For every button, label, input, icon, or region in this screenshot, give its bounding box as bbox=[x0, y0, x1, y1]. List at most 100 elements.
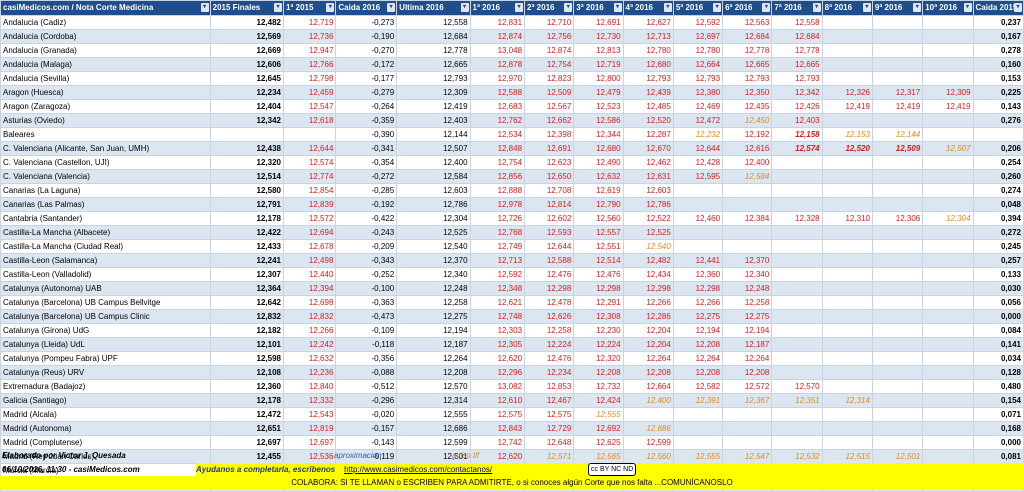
table-row: Madrid (Alcala) 12,472 12,543 -0,020 12,555 1… bbox=[0, 407, 1024, 422]
contact-link[interactable]: http://www.casimedicos.com/contactanos/ bbox=[344, 465, 493, 474]
cell-10-2016 bbox=[922, 169, 974, 184]
cell-10-2016 bbox=[922, 337, 974, 352]
cell-2015-finales: 12,241 bbox=[209, 253, 284, 268]
cell-2015-finales: 12,482 bbox=[209, 15, 284, 30]
cell-8-2016 bbox=[821, 71, 873, 86]
cell-7-2016: 12,778 bbox=[771, 43, 823, 58]
cell-1-2016: 12,848 bbox=[469, 141, 526, 156]
cell-4-2016: 12,670 bbox=[622, 141, 674, 156]
cell-caida-2015: 0,245 bbox=[972, 239, 1024, 254]
cell-ultima-2016: 12,340 bbox=[396, 267, 471, 282]
cell-4-2016: 12,482 bbox=[622, 253, 674, 268]
filter-dropdown-icon[interactable]: ▾ bbox=[326, 3, 335, 12]
cell-1-2015: 12,694 bbox=[282, 225, 337, 240]
filter-dropdown-icon[interactable]: ▾ bbox=[963, 3, 972, 12]
table-row: C. Valenciana (Alicante, San Juan, UMH) 1… bbox=[0, 141, 1024, 156]
cell-9-2016 bbox=[871, 43, 924, 58]
filter-dropdown-icon[interactable]: ▾ bbox=[564, 3, 573, 12]
cell-9-2016 bbox=[871, 421, 924, 436]
cell-1-2016: 12,831 bbox=[469, 15, 526, 30]
university-name: Andalucia (Malaga) bbox=[0, 57, 211, 72]
cell-8-2016: 12,520 bbox=[821, 141, 873, 156]
cell-3-2016: 12,790 bbox=[573, 197, 624, 212]
cell-10-2016 bbox=[922, 295, 974, 310]
cell-10-2016 bbox=[922, 253, 974, 268]
cell-1-2015: 12,618 bbox=[282, 113, 337, 128]
cell-6-2016: 12,778 bbox=[722, 43, 773, 58]
cell-5-2016: 12,266 bbox=[672, 295, 724, 310]
filter-dropdown-icon[interactable]: ▾ bbox=[460, 3, 469, 12]
cell-1-2016: 12,575 bbox=[469, 407, 526, 422]
cell-5-2016: 12,582 bbox=[672, 379, 724, 394]
cell-3-2016: 12,308 bbox=[573, 309, 624, 324]
table-row: Andalucia (Cadiz) 12,482 12,719 -0,273 12,55… bbox=[0, 15, 1024, 30]
column-header-5: 1ª 2016 ▾ bbox=[469, 0, 526, 16]
cell-caida-2015: 0,081 bbox=[972, 449, 1024, 464]
filter-dropdown-icon[interactable]: ▾ bbox=[713, 3, 722, 12]
cell-5-2016: 12,664 bbox=[672, 57, 724, 72]
cell-ultima-2016: 12,665 bbox=[396, 57, 471, 72]
cell-caida-2015: 0,225 bbox=[972, 85, 1024, 100]
cell-6-2016 bbox=[722, 239, 773, 254]
cell-2015-finales: 12,108 bbox=[209, 365, 284, 380]
university-name: Castilla-Leon (Salamanca) bbox=[0, 253, 211, 268]
cell-8-2016 bbox=[821, 407, 873, 422]
university-name: Asturias (Oviedo) bbox=[0, 113, 211, 128]
cell-1-2015: 12,736 bbox=[282, 29, 337, 44]
cell-ultima-2016: 12,403 bbox=[396, 113, 471, 128]
cell-8-2016 bbox=[821, 15, 873, 30]
cell-2015-finales: 12,178 bbox=[209, 211, 284, 226]
filter-dropdown-icon[interactable]: ▾ bbox=[913, 3, 922, 12]
cell-5-2016: 12,380 bbox=[672, 85, 724, 100]
university-name: Castilla-Leon (Valladolid) bbox=[0, 267, 211, 282]
filter-dropdown-icon[interactable]: ▾ bbox=[812, 3, 821, 12]
cell-5-2016 bbox=[672, 225, 724, 240]
filter-dropdown-icon[interactable]: ▾ bbox=[387, 3, 396, 12]
cell-10-2016 bbox=[922, 183, 974, 198]
filter-dropdown-icon[interactable]: ▾ bbox=[515, 3, 524, 12]
cell-caida-2016: -0,343 bbox=[335, 253, 398, 268]
cell-caida-2016: -0,341 bbox=[335, 141, 398, 156]
filter-dropdown-icon[interactable]: ▾ bbox=[613, 3, 622, 12]
cell-10-2016 bbox=[922, 155, 974, 170]
cell-5-2016 bbox=[672, 435, 724, 450]
table-row: Castilla-Leon (Valladolid) 12,307 12,440 -0… bbox=[0, 267, 1024, 282]
cell-8-2016 bbox=[821, 253, 873, 268]
cell-7-2016 bbox=[771, 435, 823, 450]
filter-dropdown-icon[interactable]: ▾ bbox=[273, 3, 282, 12]
cell-9-2016 bbox=[871, 197, 924, 212]
cell-7-2016 bbox=[771, 225, 823, 240]
university-name: Catalunya (Reus) URV bbox=[0, 365, 211, 380]
cell-4-2016: 12,287 bbox=[622, 127, 674, 142]
cell-5-2016: 12,472 bbox=[672, 113, 724, 128]
legend-approx: aproximacion bbox=[334, 451, 382, 460]
cell-10-2016: 12,304 bbox=[922, 211, 974, 226]
cell-7-2016: 12,574 bbox=[771, 141, 823, 156]
filter-dropdown-icon[interactable]: ▾ bbox=[1014, 3, 1022, 12]
filter-dropdown-icon[interactable]: ▾ bbox=[762, 3, 771, 12]
table-row: Extremadura (Badajoz) 12,360 12,840 -0,512 1… bbox=[0, 379, 1024, 394]
cell-3-2016: 12,298 bbox=[573, 281, 624, 296]
cell-6-2016: 12,684 bbox=[722, 29, 773, 44]
cell-7-2016: 12,342 bbox=[771, 85, 823, 100]
filter-dropdown-icon[interactable]: ▾ bbox=[200, 3, 209, 12]
cell-caida-2016: -0,192 bbox=[335, 197, 398, 212]
table-row: Cantabria (Santander) 12,178 12,572 -0,422 1… bbox=[0, 211, 1024, 226]
cell-6-2016: 12,572 bbox=[722, 379, 773, 394]
cell-9-2016: 12,501 bbox=[871, 449, 924, 464]
cell-3-2016: 12,813 bbox=[573, 43, 624, 58]
table-row: C. Valenciana (Castellon, UJI) 12,320 12,5… bbox=[0, 155, 1024, 170]
cell-ultima-2016: 12,314 bbox=[396, 393, 471, 408]
filter-dropdown-icon[interactable]: ▾ bbox=[663, 3, 672, 12]
filter-dropdown-icon[interactable]: ▾ bbox=[862, 3, 871, 12]
cell-3-2016: 12,800 bbox=[573, 71, 624, 86]
cell-caida-2016: -0,243 bbox=[335, 225, 398, 240]
cell-10-2016 bbox=[922, 407, 974, 422]
cell-3-2016: 12,560 bbox=[573, 211, 624, 226]
university-name: Andalucia (Cordoba) bbox=[0, 29, 211, 44]
university-name: C. Valenciana (Castellon, UJI) bbox=[0, 155, 211, 170]
cell-caida-2016: -0,109 bbox=[335, 323, 398, 338]
cell-caida-2016: -0,356 bbox=[335, 351, 398, 366]
table-row: Catalunya (Barcelona) UB Campus Clinic 12… bbox=[0, 309, 1024, 324]
cell-4-2016: 12,780 bbox=[622, 43, 674, 58]
